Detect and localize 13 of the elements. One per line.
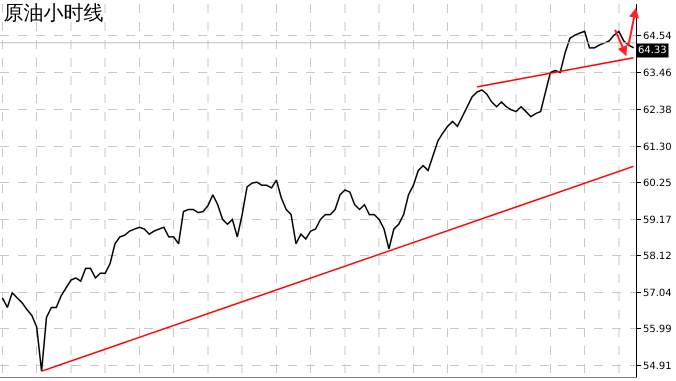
y-tick-label: 64.54: [643, 31, 672, 42]
y-tick-label: 60.25: [643, 178, 672, 189]
y-tick-label: 55.99: [643, 324, 672, 335]
y-tick-label: 59.17: [643, 214, 672, 226]
y-tick-label: 54.91: [643, 360, 672, 372]
y-tick-label: 57.04: [643, 288, 672, 299]
y-tick-label: 62.38: [643, 104, 672, 116]
chart-title: 原油小时线: [3, 0, 104, 25]
line-series: [2, 30, 634, 372]
y-tick-label: 58.12: [643, 250, 672, 262]
y-tick-label: 63.46: [643, 68, 672, 79]
ref-line-label: 64.33: [638, 45, 667, 56]
y-tick-label: 61.30: [643, 142, 672, 153]
